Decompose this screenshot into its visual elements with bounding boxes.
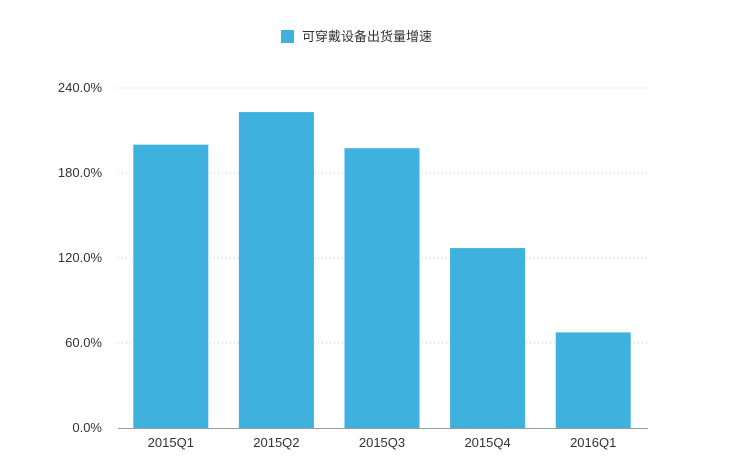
y-tick-label: 60.0% [65, 335, 102, 350]
x-category-label: 2015Q4 [464, 435, 510, 450]
x-category-label: 2015Q3 [359, 435, 405, 450]
legend-swatch [281, 30, 294, 43]
x-axis-category-labels: 2015Q1 2015Q2 2015Q3 2015Q4 2016Q1 [148, 435, 617, 450]
x-category-label: 2016Q1 [570, 435, 616, 450]
bar-2015Q3 [344, 148, 420, 429]
y-tick-label: 180.0% [58, 165, 103, 180]
bar-2015Q4 [450, 248, 526, 428]
y-tick-label: 240.0% [58, 80, 103, 95]
bar-2015Q2 [238, 112, 314, 428]
legend-label: 可穿戴设备出货量增速 [302, 29, 432, 45]
bar-2015Q1 [133, 144, 209, 428]
bars [133, 112, 631, 429]
bar-2016Q1 [555, 332, 631, 428]
x-category-label: 2015Q2 [253, 435, 299, 450]
y-axis-tick-labels: 0.0% 60.0% 120.0% 180.0% 240.0% [58, 80, 103, 435]
y-tick-label: 120.0% [58, 250, 103, 265]
y-tick-label: 0.0% [72, 420, 102, 435]
x-category-label: 2015Q1 [148, 435, 194, 450]
legend: 可穿戴设备出货量增速 [281, 29, 432, 45]
